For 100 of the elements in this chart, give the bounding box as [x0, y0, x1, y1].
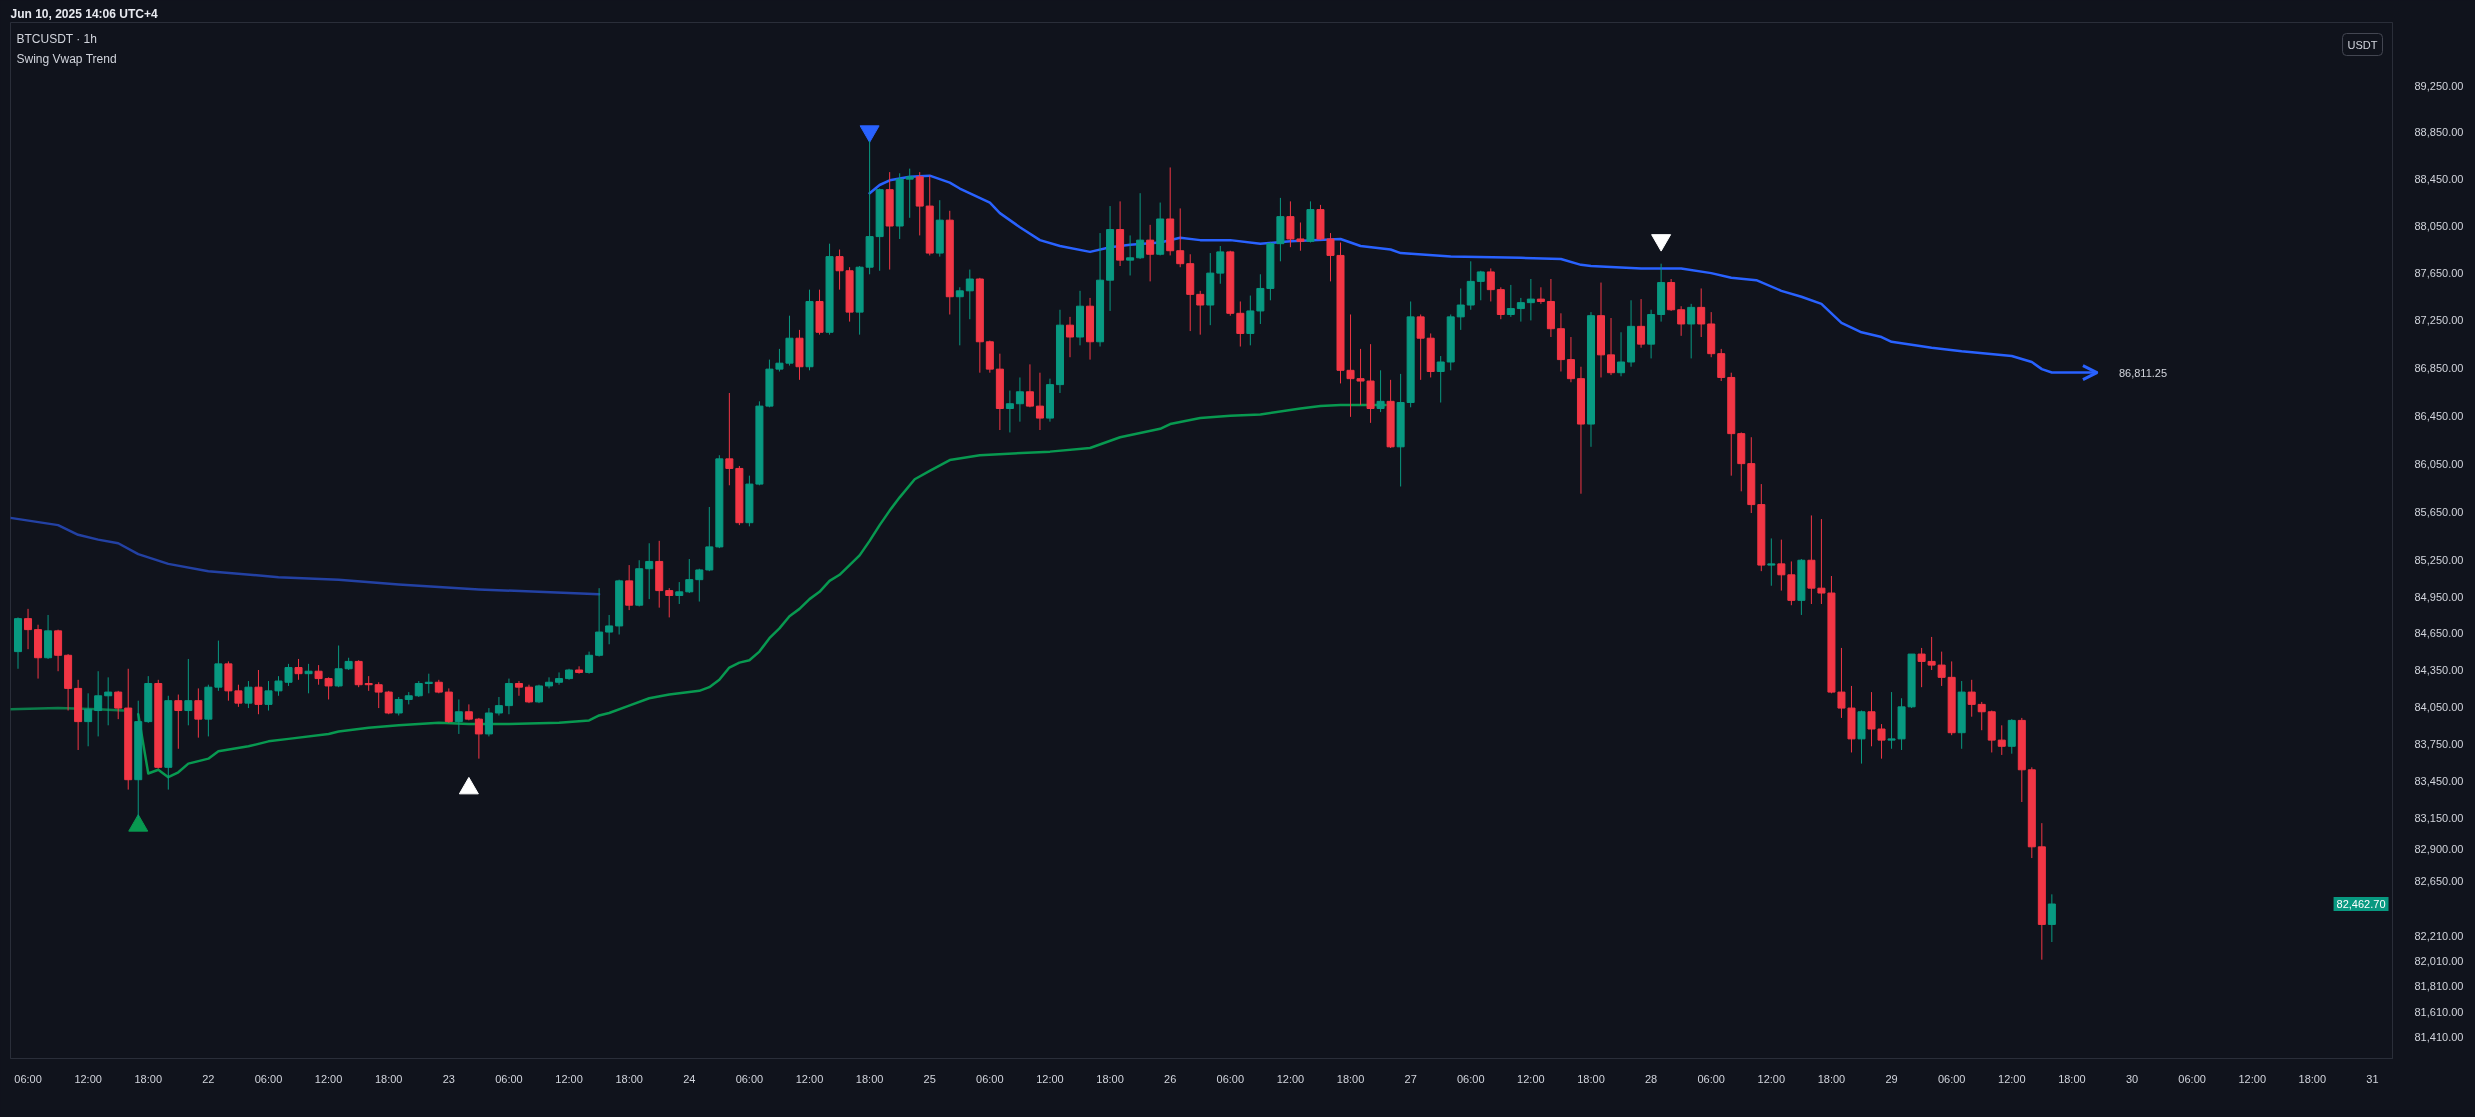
y-tick-label: 88,450.00 — [2414, 173, 2464, 186]
text: Swing Vwap Trend — [16, 51, 117, 66]
candlestick — [555, 671, 564, 686]
x-tick-label: 18:00 — [615, 1072, 643, 1085]
x-tick-label: 23 — [442, 1072, 455, 1085]
candlestick — [1536, 286, 1545, 305]
candlestick — [1476, 270, 1485, 301]
candlestick — [1236, 300, 1245, 348]
candlestick — [675, 581, 684, 605]
candlestick — [494, 696, 503, 716]
y-tick-label: 81,810.00 — [2414, 980, 2464, 993]
candlestick — [835, 249, 844, 291]
x-tick-label: 12:00 — [555, 1072, 583, 1085]
x-tick-label: 06:00 — [735, 1072, 764, 1085]
y-tick-label: 82,900.00 — [2414, 843, 2464, 856]
candlestick — [1617, 331, 1626, 377]
candlestick — [1466, 260, 1475, 311]
candlestick — [1637, 298, 1646, 349]
x-tick-label: 18:00 — [2298, 1072, 2327, 1085]
x-tick-label: 18:00 — [1096, 1072, 1124, 1085]
x-tick-label: 12:00 — [74, 1072, 102, 1085]
candlestick — [1717, 348, 1726, 382]
y-tick-label: 82,010.00 — [2414, 954, 2464, 967]
y-tick-label: 86,850.00 — [2414, 361, 2464, 374]
candlestick — [1516, 297, 1525, 323]
x-tick-label: 24 — [683, 1072, 696, 1085]
candlestick — [374, 681, 383, 709]
y-axis-title: USDT — [2347, 38, 2378, 51]
candlestick — [1687, 303, 1696, 359]
y-tick-label: 83,150.00 — [2414, 812, 2464, 825]
x-tick-label: 06:00 — [14, 1072, 42, 1085]
x-tick-label: 12:00 — [1036, 1072, 1064, 1085]
candlestick — [725, 392, 734, 486]
candlestick — [1126, 234, 1135, 276]
candlestick — [1697, 287, 1706, 338]
x-tick-label: 12:00 — [1998, 1072, 2026, 1085]
candlestick — [174, 694, 183, 750]
y-tick-label: 82,650.00 — [2414, 874, 2464, 887]
x-tick-label: 31 — [2366, 1072, 2379, 1085]
candlestick — [575, 665, 584, 675]
candlestick — [1196, 290, 1205, 336]
y-tick-label: 88,850.00 — [2414, 126, 2464, 139]
candlestick — [294, 658, 303, 681]
candlestick — [1877, 723, 1886, 760]
text: Jun 10, 2025 14:06 UTC+4 — [10, 7, 158, 21]
candlestick — [605, 614, 614, 645]
candlestick — [965, 269, 974, 320]
candlestick — [1837, 647, 1846, 719]
candlestick — [775, 348, 784, 373]
candlestick — [104, 676, 113, 726]
candlestick — [1867, 691, 1876, 747]
candlestick — [1967, 679, 1976, 718]
candlestick — [264, 680, 273, 712]
candlestick — [955, 286, 964, 346]
candlestick — [1025, 363, 1034, 408]
x-tick-label: 12:00 — [2238, 1072, 2266, 1085]
x-tick-label: 12:00 — [795, 1072, 824, 1085]
candlestick — [24, 608, 33, 650]
candlestick — [424, 673, 433, 694]
annotation: 86,811.25 — [2118, 366, 2168, 379]
candlestick — [905, 168, 914, 219]
x-tick-label: 06:00 — [1697, 1072, 1725, 1085]
candlestick — [474, 717, 483, 760]
x-tick-label: 12:00 — [1276, 1072, 1305, 1085]
y-tick-label: 85,250.00 — [2414, 554, 2464, 567]
y-tick-label: 83,750.00 — [2414, 737, 2464, 750]
text: BTCUSDT · 1h — [16, 31, 97, 46]
candlestick — [1146, 224, 1155, 282]
x-tick-label: 12:00 — [1517, 1072, 1545, 1085]
candlestick — [1216, 245, 1225, 285]
candlestick — [354, 659, 363, 688]
annotation: 82,462.70 — [2336, 898, 2386, 911]
candlestick — [1176, 207, 1185, 268]
x-tick-label: 26 — [1164, 1072, 1177, 1085]
y-tick-label: 86,050.00 — [2414, 457, 2464, 470]
candlestick — [214, 640, 223, 692]
x-tick-label: 06:00 — [254, 1072, 283, 1085]
candlestick — [234, 684, 243, 708]
x-tick-label: 18:00 — [1577, 1072, 1605, 1085]
x-tick-label: 27 — [1404, 1072, 1417, 1085]
y-tick-label: 81,610.00 — [2414, 1005, 2464, 1018]
candlestick — [1887, 691, 1896, 750]
x-tick-label: 06:00 — [1216, 1072, 1245, 1085]
candlestick — [1065, 316, 1075, 358]
x-tick-label: 06:00 — [2178, 1072, 2206, 1085]
x-tick-label: 18:00 — [1817, 1072, 1846, 1085]
candlestick — [1456, 287, 1465, 331]
candlestick — [595, 587, 604, 658]
candlestick — [1136, 192, 1145, 260]
candlestick — [1035, 372, 1044, 431]
candlestick — [514, 680, 523, 697]
candlestick — [645, 542, 654, 600]
y-tick-label: 86,450.00 — [2414, 409, 2464, 422]
candlestick — [1767, 537, 1776, 587]
candlestick — [184, 658, 193, 726]
y-tick-label: 83,450.00 — [2414, 774, 2464, 787]
candlestick — [1506, 284, 1515, 318]
candlestick — [94, 670, 103, 737]
candlestick — [1486, 267, 1495, 302]
x-tick-label: 25 — [923, 1072, 936, 1085]
